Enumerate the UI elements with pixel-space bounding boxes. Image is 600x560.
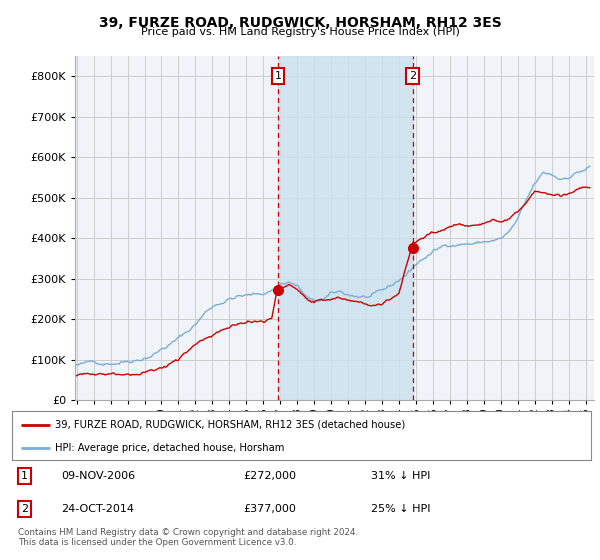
Text: Price paid vs. HM Land Registry's House Price Index (HPI): Price paid vs. HM Land Registry's House … bbox=[140, 27, 460, 37]
Text: 2: 2 bbox=[409, 71, 416, 81]
Text: HPI: Average price, detached house, Horsham: HPI: Average price, detached house, Hors… bbox=[55, 443, 285, 453]
Text: 31% ↓ HPI: 31% ↓ HPI bbox=[371, 471, 430, 481]
Text: 1: 1 bbox=[21, 471, 28, 481]
Text: 1: 1 bbox=[275, 71, 281, 81]
Text: 39, FURZE ROAD, RUDGWICK, HORSHAM, RH12 3ES: 39, FURZE ROAD, RUDGWICK, HORSHAM, RH12 … bbox=[98, 16, 502, 30]
Text: 25% ↓ HPI: 25% ↓ HPI bbox=[371, 504, 430, 514]
Text: £377,000: £377,000 bbox=[244, 504, 296, 514]
Text: 24-OCT-2014: 24-OCT-2014 bbox=[61, 504, 134, 514]
Text: 09-NOV-2006: 09-NOV-2006 bbox=[61, 471, 136, 481]
Text: 39, FURZE ROAD, RUDGWICK, HORSHAM, RH12 3ES (detached house): 39, FURZE ROAD, RUDGWICK, HORSHAM, RH12 … bbox=[55, 420, 406, 430]
Text: 2: 2 bbox=[21, 504, 28, 514]
Text: £272,000: £272,000 bbox=[244, 471, 296, 481]
Bar bbox=[278, 56, 413, 400]
Text: Contains HM Land Registry data © Crown copyright and database right 2024.
This d: Contains HM Land Registry data © Crown c… bbox=[18, 528, 358, 547]
